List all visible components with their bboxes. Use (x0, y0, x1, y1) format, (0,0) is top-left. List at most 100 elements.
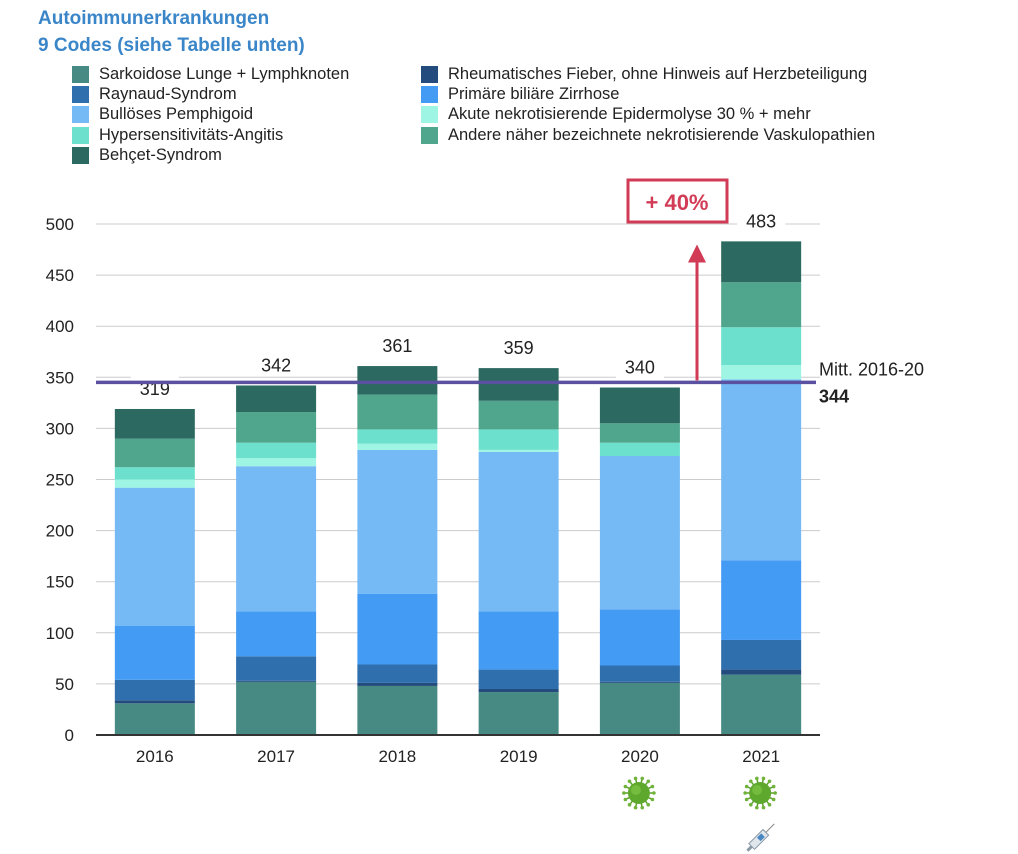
virus-spike-tip (623, 784, 628, 789)
virus-spike-tip (767, 802, 772, 807)
virus-icon (622, 776, 656, 810)
x-tick-label: 2019 (500, 747, 538, 766)
total-label: 359 (504, 338, 534, 358)
bar-stack-2019 (478, 368, 559, 735)
virus-spike-tip (773, 791, 777, 795)
legend-swatch (72, 65, 89, 83)
bar-segment (599, 455, 680, 610)
legend-swatch (421, 65, 438, 83)
legend-right-column: Rheumatisches Fieber, ohne Hinweis auf H… (421, 64, 875, 145)
bar-segment (721, 282, 802, 328)
bar-segment (721, 639, 802, 670)
y-tick-label: 50 (55, 675, 74, 694)
legend-swatch (72, 106, 89, 124)
legend-label: Behçet-Syndrom (99, 145, 222, 164)
virus-spike-tip (623, 797, 628, 802)
virus-highlight (630, 785, 641, 795)
bar-stack-2016 (114, 408, 195, 735)
bar-segment (599, 442, 680, 456)
bar-segment (478, 689, 559, 693)
y-tick-label: 250 (46, 471, 74, 490)
bar-segment (357, 429, 438, 444)
bar-segment (114, 679, 195, 701)
bar-segment (599, 681, 680, 683)
syringe-icon (746, 823, 775, 852)
y-tick-label: 400 (46, 317, 74, 336)
syringe-liquid (756, 833, 765, 842)
virus-spike-tip (622, 791, 626, 795)
legend-label: Akute nekrotisierende Epidermolyse 30 % … (448, 105, 811, 124)
virus-spike-tip (640, 805, 645, 810)
bar-segment (357, 443, 438, 450)
syringe-needle (765, 823, 775, 833)
bar-segment (114, 467, 195, 480)
x-tick-label: 2021 (742, 747, 780, 766)
total-label-bg (494, 335, 543, 360)
virus-spike-tip (646, 802, 651, 807)
total-label-bg (737, 208, 786, 233)
legend-item: Bullöses Pemphigoid (72, 105, 349, 125)
legend-label: Sarkoidose Lunge + Lymphknoten (99, 64, 350, 83)
virus-spike-tip (771, 797, 776, 802)
legend-swatch (72, 146, 89, 164)
legend-item: Raynaud-Syndrom (72, 84, 349, 104)
bar-segment (599, 665, 680, 682)
legend-label: Rheumatisches Fieber, ohne Hinweis auf H… (448, 64, 868, 83)
virus-spike-tip (749, 802, 753, 807)
bar-stack-2017 (236, 385, 317, 735)
legend-label: Andere näher bezeichnete nekrotisierende… (448, 125, 876, 144)
legend-swatch (421, 126, 438, 144)
virus-spike-tip (646, 779, 651, 784)
virus-spike-tip (633, 776, 638, 781)
virus-spike-tip (627, 779, 632, 784)
average-label: Mitt. 2016-20 (819, 359, 924, 379)
bar-segment (236, 611, 317, 657)
bar-segment (357, 593, 438, 665)
bar-segment (721, 327, 802, 366)
x-tick-label: 2017 (257, 747, 295, 766)
legend-item: Primäre biliäre Zirrhose (421, 84, 875, 104)
chart-title: Autoimmunerkrankungen (38, 8, 270, 29)
bar-segment (236, 385, 317, 413)
bar-segment (357, 682, 438, 686)
bar-segment (236, 412, 317, 443)
increase-arrow-head-icon (688, 244, 706, 263)
y-tick-label: 500 (46, 215, 74, 234)
virus-spike-tip (652, 791, 656, 795)
bar-segment (236, 680, 317, 682)
y-tick-label: 300 (46, 419, 74, 438)
total-label-bg (373, 333, 422, 358)
legend-label: Hypersensitivitäts-Angitis (99, 125, 284, 144)
bar-segment (721, 674, 802, 735)
virus-icon (743, 776, 777, 810)
total-label: 361 (382, 336, 412, 356)
bar-segment (721, 365, 802, 380)
virus-spike-tip (771, 784, 776, 789)
bar-segment (478, 368, 559, 401)
virus-spike-tip (743, 791, 747, 795)
virus-spike-tip (755, 805, 759, 810)
virus-spike-tip (744, 797, 749, 802)
virus-spike-tip (767, 779, 772, 784)
y-tick-label: 100 (46, 624, 74, 643)
virus-spike-tip (761, 805, 766, 810)
bar-segment (114, 700, 195, 704)
bar-segment (114, 479, 195, 488)
increase-annotation-box (626, 178, 729, 224)
bar-stack-2021 (721, 241, 802, 735)
virus-spike-tip (761, 776, 766, 781)
total-label-bg (252, 352, 301, 377)
virus-spike-tip (650, 797, 655, 802)
bar-segment (114, 703, 195, 735)
virus-spike-tip (640, 776, 645, 781)
bar-segment (236, 656, 317, 681)
legend-item: Akute nekrotisierende Epidermolyse 30 % … (421, 105, 875, 125)
total-label-bg (615, 354, 664, 379)
bar-segment (236, 681, 317, 735)
y-tick-label: 150 (46, 573, 74, 592)
bar-segment (478, 429, 559, 450)
y-tick-label: 0 (65, 726, 74, 745)
total-label: 483 (746, 211, 776, 231)
bar-segment (357, 449, 438, 594)
bar-segment (478, 449, 559, 452)
